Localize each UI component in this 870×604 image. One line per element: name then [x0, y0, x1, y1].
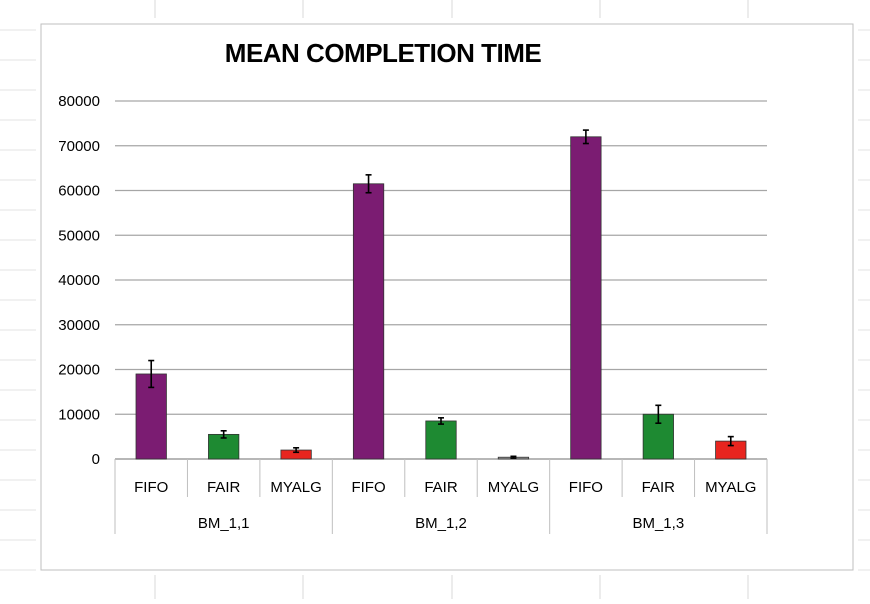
y-tick-label: 70000 — [58, 138, 100, 155]
chart-title: MEAN COMPLETION TIME — [225, 38, 542, 68]
y-axis-ticks: 0 10000 20000 30000 40000 50000 60000 70000 8000… — [58, 93, 100, 468]
y-tick-label: 50000 — [58, 227, 100, 244]
x-axis: FIFO FAIR MYALG BM_1,1 FIFO FAIR MYALG BM_1,2 FI… — [114, 459, 768, 534]
x-category-label: FIFO — [351, 479, 385, 496]
bar-fair-2 — [425, 420, 457, 460]
chart-area-border — [40, 23, 854, 571]
x-category-label: FAIR — [642, 479, 676, 496]
y-tick-label: 80000 — [58, 93, 100, 110]
bars — [135, 136, 747, 460]
y-tick-label: 60000 — [58, 183, 100, 200]
y-tick-label: 10000 — [58, 406, 100, 423]
y-tick-label: 40000 — [58, 272, 100, 289]
x-group-label: BM_1,2 — [415, 515, 467, 532]
y-tick-label: 20000 — [58, 362, 100, 379]
x-group-label: BM_1,1 — [198, 515, 250, 532]
x-category-label: FAIR — [207, 479, 241, 496]
x-category-label: MYALG — [270, 479, 321, 496]
bar-fifo-3 — [570, 136, 602, 460]
x-category-label: MYALG — [705, 479, 756, 496]
x-category-label: FAIR — [424, 479, 458, 496]
bar-fifo-2 — [352, 183, 385, 460]
x-group-label: BM_1,3 — [632, 515, 684, 532]
x-category-label: FIFO — [569, 479, 603, 496]
y-tick-label: 30000 — [58, 317, 100, 334]
x-category-label: MYALG — [488, 479, 539, 496]
y-tick-label: 0 — [92, 451, 100, 468]
error-bars — [148, 129, 734, 459]
gridlines — [115, 100, 767, 460]
x-category-label: FIFO — [134, 479, 168, 496]
